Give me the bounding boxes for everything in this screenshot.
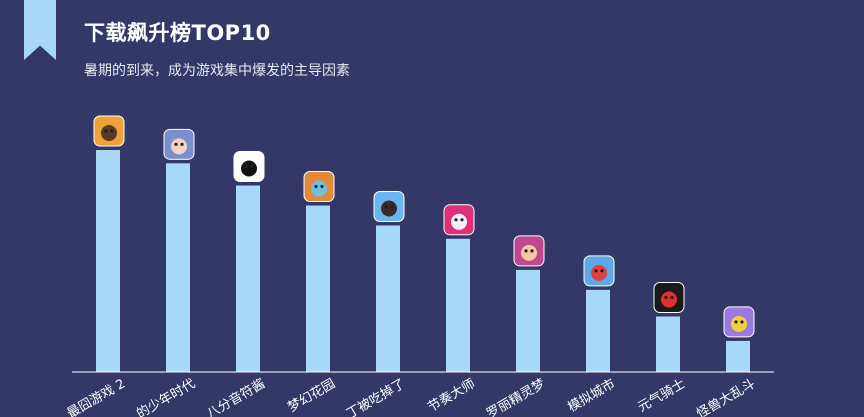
category-label: 最囧游戏 2 — [65, 376, 128, 417]
category-label: ...罗丽精灵梦 — [473, 376, 548, 417]
fox-icon — [303, 171, 335, 202]
category-label: 模拟城市 — [565, 376, 618, 416]
bar — [236, 185, 260, 372]
bar — [376, 225, 400, 372]
cartoon-face-icon — [93, 115, 125, 147]
category-label: 元气骑士 — [635, 376, 688, 416]
bar — [166, 163, 190, 372]
anime-group-icon — [163, 128, 195, 160]
page-subtitle: 暑期的到来，成为游戏集中爆发的主导因素 — [84, 63, 350, 79]
bar — [96, 150, 120, 372]
note-character-icon — [233, 151, 265, 183]
category-label: 节奏大师 — [425, 376, 478, 415]
bar — [446, 238, 470, 372]
fairy-doll-icon — [513, 235, 545, 267]
rhythm-ball-icon — [443, 204, 475, 236]
category-label: 怪兽大乱斗 — [694, 376, 758, 417]
category-label: 梦幻花园 — [285, 376, 338, 416]
page-title: 下载飙升榜TOP10 — [84, 21, 271, 45]
bar — [586, 289, 610, 372]
category-label: ...的少年时代 — [123, 376, 198, 417]
city-icon — [583, 255, 615, 287]
bar — [516, 269, 540, 372]
girl-icon — [373, 190, 405, 222]
category-label: 八分音符酱 — [204, 376, 268, 417]
bar — [306, 205, 330, 372]
category-label: ...丁被吃掉了 — [333, 376, 408, 417]
knight-icon — [653, 282, 685, 313]
purple-monster-icon — [723, 306, 755, 338]
bar — [726, 340, 750, 372]
bar — [656, 316, 680, 372]
